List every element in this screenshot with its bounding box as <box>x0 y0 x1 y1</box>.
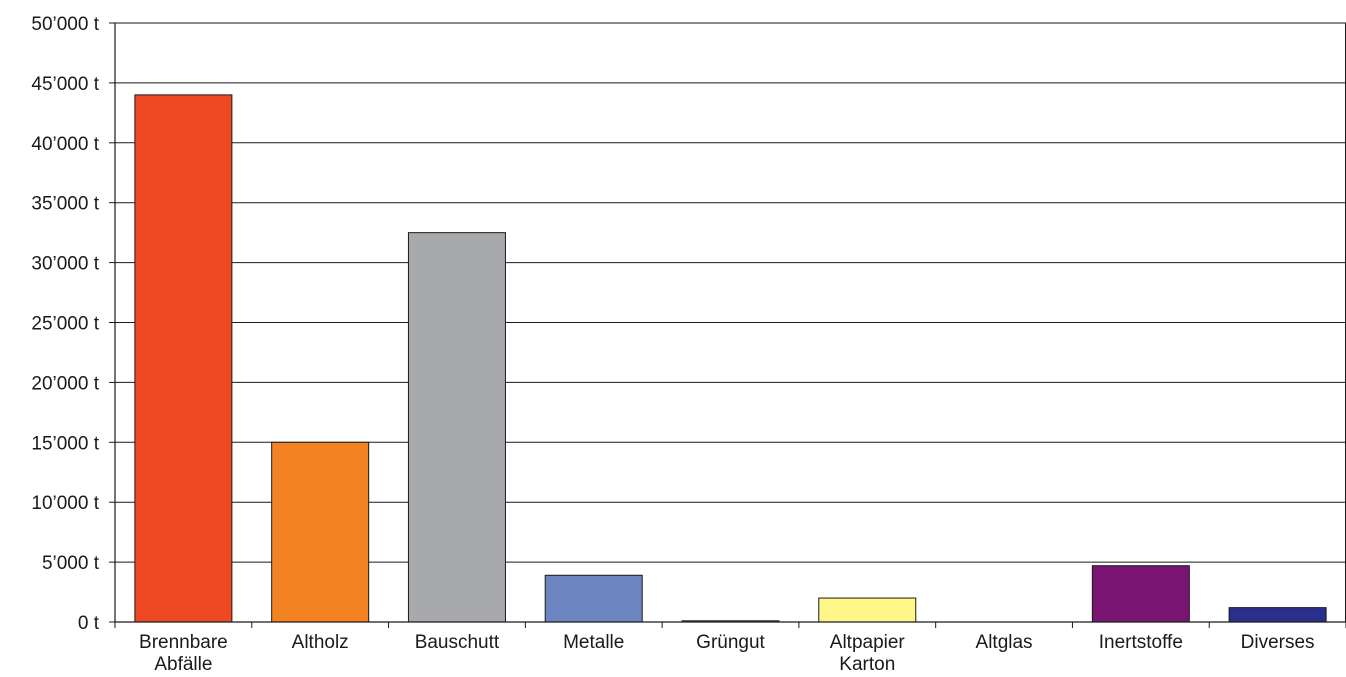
bar <box>271 441 370 623</box>
y-tick-label: 35’000 t <box>31 194 99 215</box>
y-tick-label: 0 t <box>78 613 100 634</box>
y-tick-label: 45’000 t <box>31 74 99 95</box>
x-category-label: Altpapier Karton <box>830 632 906 675</box>
y-tick-label: 5’000 t <box>42 553 100 574</box>
x-category-label: Brennbare Abfälle <box>139 632 228 675</box>
x-category-label: Diverses <box>1241 632 1315 653</box>
y-tick-label: 50’000 t <box>31 14 99 35</box>
bars <box>134 94 1327 623</box>
x-category-label: Inertstoffe <box>1099 632 1183 653</box>
y-tick-label: 20’000 t <box>31 373 99 394</box>
bar <box>407 232 506 623</box>
y-tick-label: 15’000 t <box>31 433 99 454</box>
x-category-label: Metalle <box>563 632 624 653</box>
y-tick-label: 40’000 t <box>31 134 99 155</box>
x-category-label: Altglas <box>976 632 1033 653</box>
x-category-label: Grüngut <box>696 632 765 653</box>
x-category-labels: Brennbare Abfälle Altholz Bauschutt Metalle G… <box>139 632 1315 675</box>
y-tick-labels: 0 t 5’000 t 10’000 t 15’000 t 20’000 t 25’000… <box>31 14 99 634</box>
bar <box>1228 607 1327 623</box>
bar <box>1091 565 1190 623</box>
x-category-label: Altholz <box>292 632 349 653</box>
x-category-label: Bauschutt <box>415 632 500 653</box>
bar <box>818 597 917 623</box>
bar <box>544 574 643 623</box>
y-tick-label: 25’000 t <box>31 314 99 335</box>
bar <box>134 94 233 623</box>
y-tick-label: 10’000 t <box>31 493 99 514</box>
y-tick-label: 30’000 t <box>31 254 99 275</box>
